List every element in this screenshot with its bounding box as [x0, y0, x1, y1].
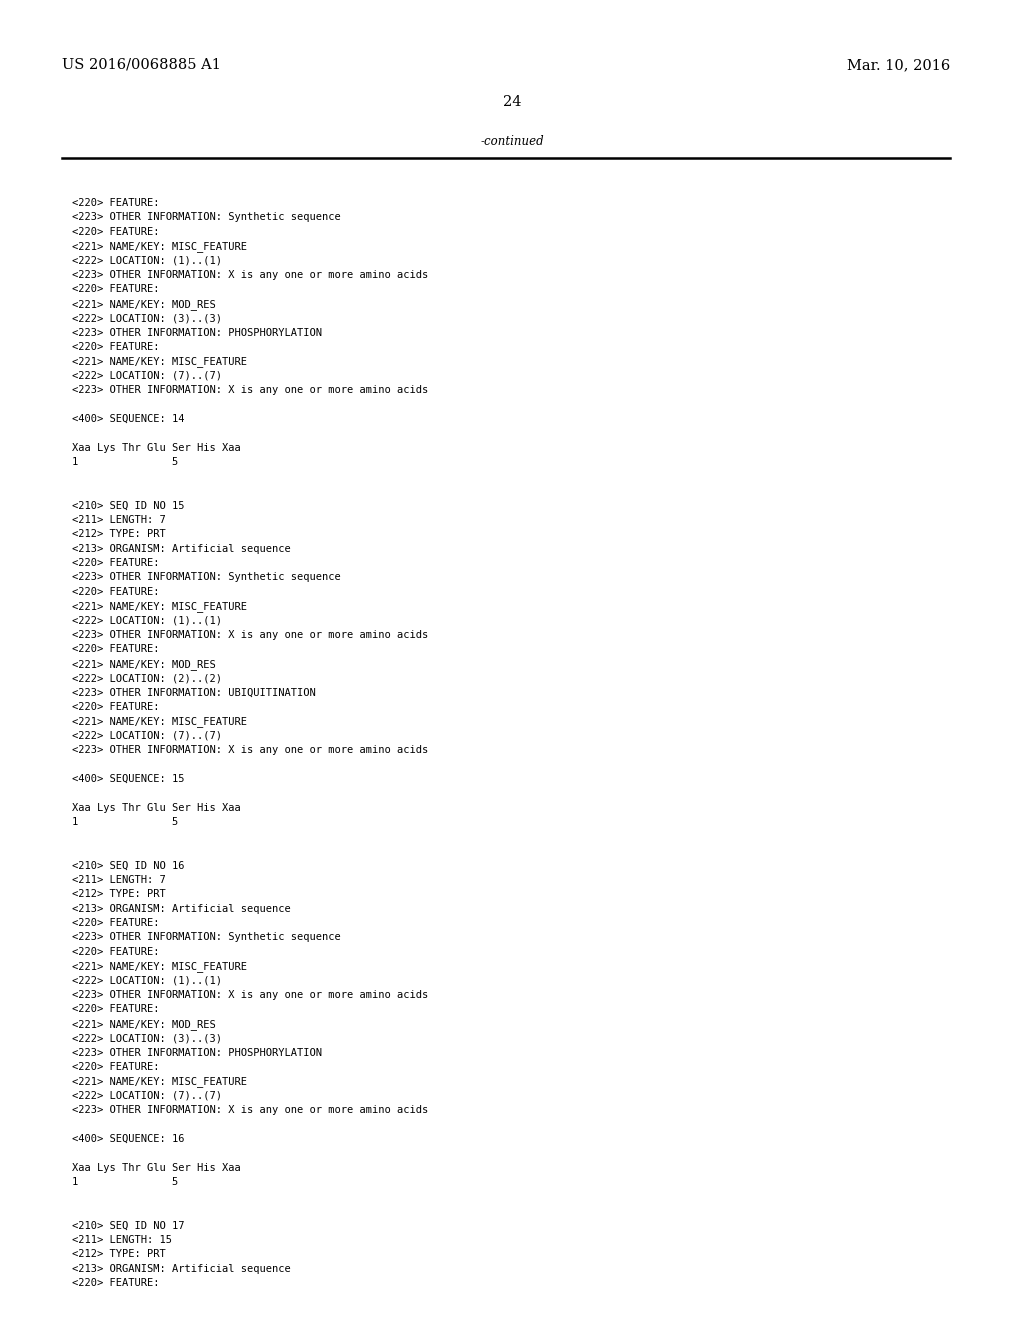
Text: <211> LENGTH: 7: <211> LENGTH: 7: [72, 515, 166, 525]
Text: <221> NAME/KEY: MISC_FEATURE: <221> NAME/KEY: MISC_FEATURE: [72, 356, 247, 367]
Text: <221> NAME/KEY: MISC_FEATURE: <221> NAME/KEY: MISC_FEATURE: [72, 717, 247, 727]
Text: <222> LOCATION: (2)..(2): <222> LOCATION: (2)..(2): [72, 673, 222, 684]
Text: Xaa Lys Thr Glu Ser His Xaa: Xaa Lys Thr Glu Ser His Xaa: [72, 1163, 241, 1172]
Text: <223> OTHER INFORMATION: X is any one or more amino acids: <223> OTHER INFORMATION: X is any one or…: [72, 746, 428, 755]
Text: <222> LOCATION: (1)..(1): <222> LOCATION: (1)..(1): [72, 615, 222, 626]
Text: <222> LOCATION: (3)..(3): <222> LOCATION: (3)..(3): [72, 313, 222, 323]
Text: Xaa Lys Thr Glu Ser His Xaa: Xaa Lys Thr Glu Ser His Xaa: [72, 442, 241, 453]
Text: <221> NAME/KEY: MISC_FEATURE: <221> NAME/KEY: MISC_FEATURE: [72, 961, 247, 972]
Text: <220> FEATURE:: <220> FEATURE:: [72, 702, 160, 711]
Text: <210> SEQ ID NO 16: <210> SEQ ID NO 16: [72, 861, 184, 870]
Text: <223> OTHER INFORMATION: Synthetic sequence: <223> OTHER INFORMATION: Synthetic seque…: [72, 932, 341, 942]
Text: <220> FEATURE:: <220> FEATURE:: [72, 284, 160, 294]
Text: <210> SEQ ID NO 15: <210> SEQ ID NO 15: [72, 500, 184, 511]
Text: <221> NAME/KEY: MOD_RES: <221> NAME/KEY: MOD_RES: [72, 298, 216, 310]
Text: <223> OTHER INFORMATION: UBIQUITINATION: <223> OTHER INFORMATION: UBIQUITINATION: [72, 688, 315, 697]
Text: <212> TYPE: PRT: <212> TYPE: PRT: [72, 1249, 166, 1259]
Text: <223> OTHER INFORMATION: X is any one or more amino acids: <223> OTHER INFORMATION: X is any one or…: [72, 1105, 428, 1115]
Text: <220> FEATURE:: <220> FEATURE:: [72, 227, 160, 236]
Text: <220> FEATURE:: <220> FEATURE:: [72, 198, 160, 209]
Text: <220> FEATURE:: <220> FEATURE:: [72, 1278, 160, 1288]
Text: <213> ORGANISM: Artificial sequence: <213> ORGANISM: Artificial sequence: [72, 904, 291, 913]
Text: <221> NAME/KEY: MOD_RES: <221> NAME/KEY: MOD_RES: [72, 1019, 216, 1030]
Text: Xaa Lys Thr Glu Ser His Xaa: Xaa Lys Thr Glu Ser His Xaa: [72, 803, 241, 813]
Text: -continued: -continued: [480, 135, 544, 148]
Text: <222> LOCATION: (7)..(7): <222> LOCATION: (7)..(7): [72, 1090, 222, 1101]
Text: <222> LOCATION: (7)..(7): <222> LOCATION: (7)..(7): [72, 371, 222, 380]
Text: <220> FEATURE:: <220> FEATURE:: [72, 917, 160, 928]
Text: <223> OTHER INFORMATION: X is any one or more amino acids: <223> OTHER INFORMATION: X is any one or…: [72, 630, 428, 640]
Text: <222> LOCATION: (7)..(7): <222> LOCATION: (7)..(7): [72, 731, 222, 741]
Text: <222> LOCATION: (3)..(3): <222> LOCATION: (3)..(3): [72, 1034, 222, 1043]
Text: 24: 24: [503, 95, 521, 110]
Text: <213> ORGANISM: Artificial sequence: <213> ORGANISM: Artificial sequence: [72, 1263, 291, 1274]
Text: <210> SEQ ID NO 17: <210> SEQ ID NO 17: [72, 1221, 184, 1230]
Text: 1               5: 1 5: [72, 457, 178, 467]
Text: <211> LENGTH: 7: <211> LENGTH: 7: [72, 875, 166, 884]
Text: <223> OTHER INFORMATION: X is any one or more amino acids: <223> OTHER INFORMATION: X is any one or…: [72, 385, 428, 395]
Text: <223> OTHER INFORMATION: PHOSPHORYLATION: <223> OTHER INFORMATION: PHOSPHORYLATION: [72, 1048, 322, 1057]
Text: <211> LENGTH: 15: <211> LENGTH: 15: [72, 1234, 172, 1245]
Text: <220> FEATURE:: <220> FEATURE:: [72, 587, 160, 597]
Text: <213> ORGANISM: Artificial sequence: <213> ORGANISM: Artificial sequence: [72, 544, 291, 553]
Text: <400> SEQUENCE: 16: <400> SEQUENCE: 16: [72, 1134, 184, 1144]
Text: Mar. 10, 2016: Mar. 10, 2016: [847, 58, 950, 73]
Text: <220> FEATURE:: <220> FEATURE:: [72, 342, 160, 352]
Text: <212> TYPE: PRT: <212> TYPE: PRT: [72, 529, 166, 539]
Text: <400> SEQUENCE: 14: <400> SEQUENCE: 14: [72, 414, 184, 424]
Text: <222> LOCATION: (1)..(1): <222> LOCATION: (1)..(1): [72, 256, 222, 265]
Text: <221> NAME/KEY: MISC_FEATURE: <221> NAME/KEY: MISC_FEATURE: [72, 1076, 247, 1088]
Text: <212> TYPE: PRT: <212> TYPE: PRT: [72, 890, 166, 899]
Text: <220> FEATURE:: <220> FEATURE:: [72, 558, 160, 568]
Text: <223> OTHER INFORMATION: PHOSPHORYLATION: <223> OTHER INFORMATION: PHOSPHORYLATION: [72, 327, 322, 338]
Text: <221> NAME/KEY: MOD_RES: <221> NAME/KEY: MOD_RES: [72, 659, 216, 669]
Text: 1               5: 1 5: [72, 817, 178, 828]
Text: US 2016/0068885 A1: US 2016/0068885 A1: [62, 58, 221, 73]
Text: <223> OTHER INFORMATION: X is any one or more amino acids: <223> OTHER INFORMATION: X is any one or…: [72, 990, 428, 1001]
Text: <221> NAME/KEY: MISC_FEATURE: <221> NAME/KEY: MISC_FEATURE: [72, 601, 247, 612]
Text: <222> LOCATION: (1)..(1): <222> LOCATION: (1)..(1): [72, 975, 222, 986]
Text: <223> OTHER INFORMATION: Synthetic sequence: <223> OTHER INFORMATION: Synthetic seque…: [72, 213, 341, 222]
Text: <220> FEATURE:: <220> FEATURE:: [72, 644, 160, 655]
Text: <220> FEATURE:: <220> FEATURE:: [72, 1005, 160, 1014]
Text: <220> FEATURE:: <220> FEATURE:: [72, 946, 160, 957]
Text: 1               5: 1 5: [72, 1177, 178, 1187]
Text: <221> NAME/KEY: MISC_FEATURE: <221> NAME/KEY: MISC_FEATURE: [72, 242, 247, 252]
Text: <220> FEATURE:: <220> FEATURE:: [72, 1063, 160, 1072]
Text: <223> OTHER INFORMATION: X is any one or more amino acids: <223> OTHER INFORMATION: X is any one or…: [72, 271, 428, 280]
Text: <223> OTHER INFORMATION: Synthetic sequence: <223> OTHER INFORMATION: Synthetic seque…: [72, 573, 341, 582]
Text: <400> SEQUENCE: 15: <400> SEQUENCE: 15: [72, 774, 184, 784]
